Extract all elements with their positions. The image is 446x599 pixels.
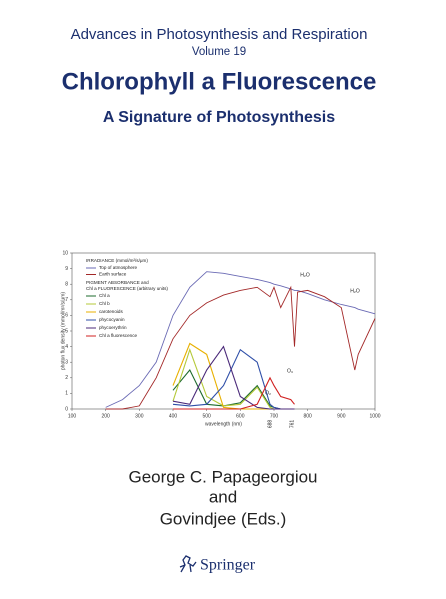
annotation: H₂O: [350, 288, 360, 294]
y-tick-label: 7: [65, 297, 68, 303]
y-tick-label: 9: [65, 266, 68, 272]
legend-label: Chl a: [99, 293, 110, 298]
y-tick-label: 2: [65, 375, 68, 381]
annotation: H₂O: [300, 272, 310, 278]
x-tick-label: 200: [101, 413, 110, 419]
horse-icon: [179, 555, 197, 573]
y-tick-label: 10: [62, 250, 68, 256]
x-axis-label: wavelength (nm): [205, 421, 242, 427]
y-tick-label: 3: [65, 360, 68, 366]
legend-header: IRRADIANCE (mmol/m²/s/μm): [86, 258, 148, 263]
legend-header: Chl a FLUORESCENCE (arbitrary units): [86, 286, 168, 291]
legend-label: Earth surface: [99, 272, 127, 277]
y-tick-label: 0: [65, 406, 68, 412]
book-title: Chlorophyll a Fluorescence: [62, 68, 377, 95]
x-tick-label: 900: [337, 413, 346, 419]
x-tick-label: 1000: [369, 413, 380, 419]
y-axis-label: photon flux density (mmol/m²/s/μm): [60, 292, 66, 371]
series-line: [105, 285, 376, 410]
legend-label: phycocyanin: [99, 317, 125, 322]
subtitle: A Signature of Photosynthesis: [103, 109, 335, 126]
x-tick-label: 300: [135, 413, 144, 419]
x-tick-label: 800: [303, 413, 312, 419]
chart: 0 1 2 3 4 5 6 7 8 9 10 100 200 300 400 500 600 700 800 900 1…: [60, 250, 380, 428]
series-line: [172, 348, 295, 410]
y-tick-label: 8: [65, 282, 68, 288]
series-title: Advances in Photosynthesis and Respirati…: [71, 26, 368, 43]
x-tick-label: 400: [169, 413, 178, 419]
legend-label: Chl a fluorescence: [99, 333, 137, 338]
series-line: [172, 348, 295, 410]
editor: Govindjee (Eds.): [160, 509, 287, 528]
y-tick-label: 4: [65, 344, 68, 350]
volume: Volume 19: [192, 46, 246, 58]
x-tick-label: 100: [68, 413, 77, 419]
publisher: Springer: [200, 557, 256, 574]
springer-logo: [179, 555, 197, 573]
y-tick-label: 6: [65, 313, 68, 319]
annotation: O₃: [287, 368, 293, 374]
y-tick-label: 5: [65, 328, 68, 334]
y-tick-label: 1: [65, 391, 68, 397]
annotation: 761: [289, 420, 295, 429]
x-tick-label: 700: [270, 413, 279, 419]
conjunction: and: [209, 487, 237, 506]
legend-label: phycoerythrin: [99, 325, 127, 330]
series-line: [173, 376, 295, 410]
legend-header: PIGMENT ABSORBANCE and: [86, 280, 149, 285]
legend-label: Chl b: [99, 301, 110, 306]
legend-label: Top of atmosphere: [99, 265, 137, 270]
annotation: 688: [267, 420, 273, 429]
legend-label: carotenoids: [99, 309, 123, 314]
x-tick-label: 500: [202, 413, 211, 419]
series-line: [172, 345, 295, 410]
x-tick-label: 600: [236, 413, 245, 419]
series-line: [105, 271, 376, 408]
editor: George C. Papageorgiou: [128, 467, 317, 486]
annotation: O₂: [265, 390, 271, 396]
